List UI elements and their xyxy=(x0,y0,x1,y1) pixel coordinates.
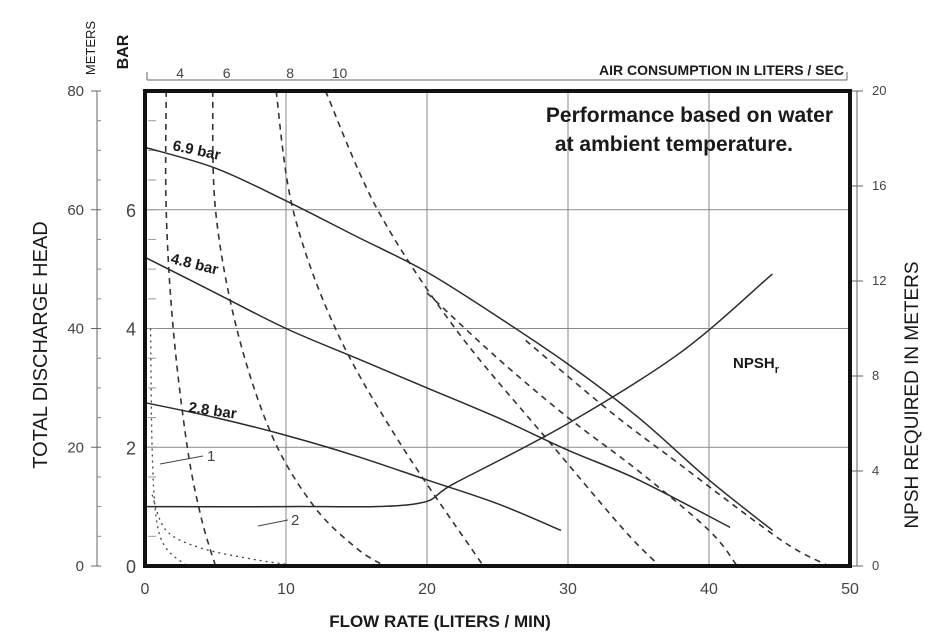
npsh-tick-label: 8 xyxy=(872,368,879,383)
annotation-line-1: Performance based on water xyxy=(546,104,833,127)
meters-tick-label: 40 xyxy=(67,321,84,338)
npsh-tick-label: 12 xyxy=(872,273,886,288)
npsh-tick-label: 0 xyxy=(872,558,879,573)
npsh-label-main: NPSH xyxy=(733,355,775,372)
meters-tick-label: 0 xyxy=(76,558,84,575)
grid xyxy=(145,91,850,566)
curves xyxy=(143,89,852,568)
suction-leader-1 xyxy=(159,455,204,465)
npsh-tick-label: 4 xyxy=(872,463,879,478)
x-tick-label: 20 xyxy=(418,581,436,598)
npsh-tick-label: 16 xyxy=(872,178,886,193)
suction-label-2: 2 xyxy=(291,512,299,529)
meters-tick-label: 20 xyxy=(67,439,84,456)
meters-tick-label: 80 xyxy=(67,83,84,100)
curve-label-2-8-bar: 2.8 bar xyxy=(187,399,237,423)
npsh-label: NPSHr xyxy=(733,355,780,376)
top-tick-label: 6 xyxy=(223,65,231,81)
meters-tick-label: 60 xyxy=(67,202,84,219)
x-tick-label: 0 xyxy=(141,581,150,598)
npsh-tick-label: 20 xyxy=(872,83,886,98)
y-axis-title: TOTAL DISCHARGE HEAD xyxy=(30,221,52,468)
x-tick-label: 10 xyxy=(277,581,295,598)
annotation-line-2: at ambient temperature. xyxy=(555,133,793,156)
air-curve-10 xyxy=(324,90,661,567)
air-curve-4 xyxy=(164,90,217,567)
air-curve-6 xyxy=(211,90,386,567)
bar-tick-label: 0 xyxy=(126,557,136,577)
y2-axis-title: NPSH REQUIRED IN METERS xyxy=(902,261,923,528)
bar-tick-label: 6 xyxy=(126,201,136,221)
top-tick-label: 8 xyxy=(286,65,294,81)
suction-leader-2 xyxy=(257,519,289,527)
bar-tick-label: 4 xyxy=(126,320,136,340)
pressure-curve-4-8-bar xyxy=(144,256,731,529)
top-tick-label: 4 xyxy=(176,65,184,81)
x-tick-label: 30 xyxy=(559,581,577,598)
suction-label-1: 1 xyxy=(207,448,215,465)
meters-unit-label: METERS xyxy=(83,21,98,76)
air-curve-extra-5 xyxy=(525,339,830,567)
top-tick-label: 10 xyxy=(332,65,348,81)
top-axis-title: AIR CONSUMPTION IN LITERS / SEC xyxy=(599,62,844,78)
x-axis-title: FLOW RATE (LITERS / MIN) xyxy=(329,612,551,631)
curve-label-4-8-bar: 4.8 bar xyxy=(169,250,220,278)
suction-curve-1 xyxy=(149,328,188,567)
x-tick-label: 40 xyxy=(700,581,718,598)
npsh-label-subscript: r xyxy=(775,364,780,376)
pressure-curve-6-9-bar xyxy=(144,146,773,531)
bar-unit-label: BAR xyxy=(115,34,132,69)
plot-frame xyxy=(143,89,852,568)
air-curve-extra-4 xyxy=(426,292,738,567)
air-curve-8 xyxy=(275,90,485,567)
suction-curve-2 xyxy=(151,494,301,567)
curve-label-6-9-bar: 6.9 bar xyxy=(171,137,222,164)
bar-tick-label: 2 xyxy=(126,438,136,458)
x-tick-label: 50 xyxy=(841,581,859,598)
npsh-curve xyxy=(144,273,773,508)
pressure-curve-2-8-bar xyxy=(144,401,562,532)
